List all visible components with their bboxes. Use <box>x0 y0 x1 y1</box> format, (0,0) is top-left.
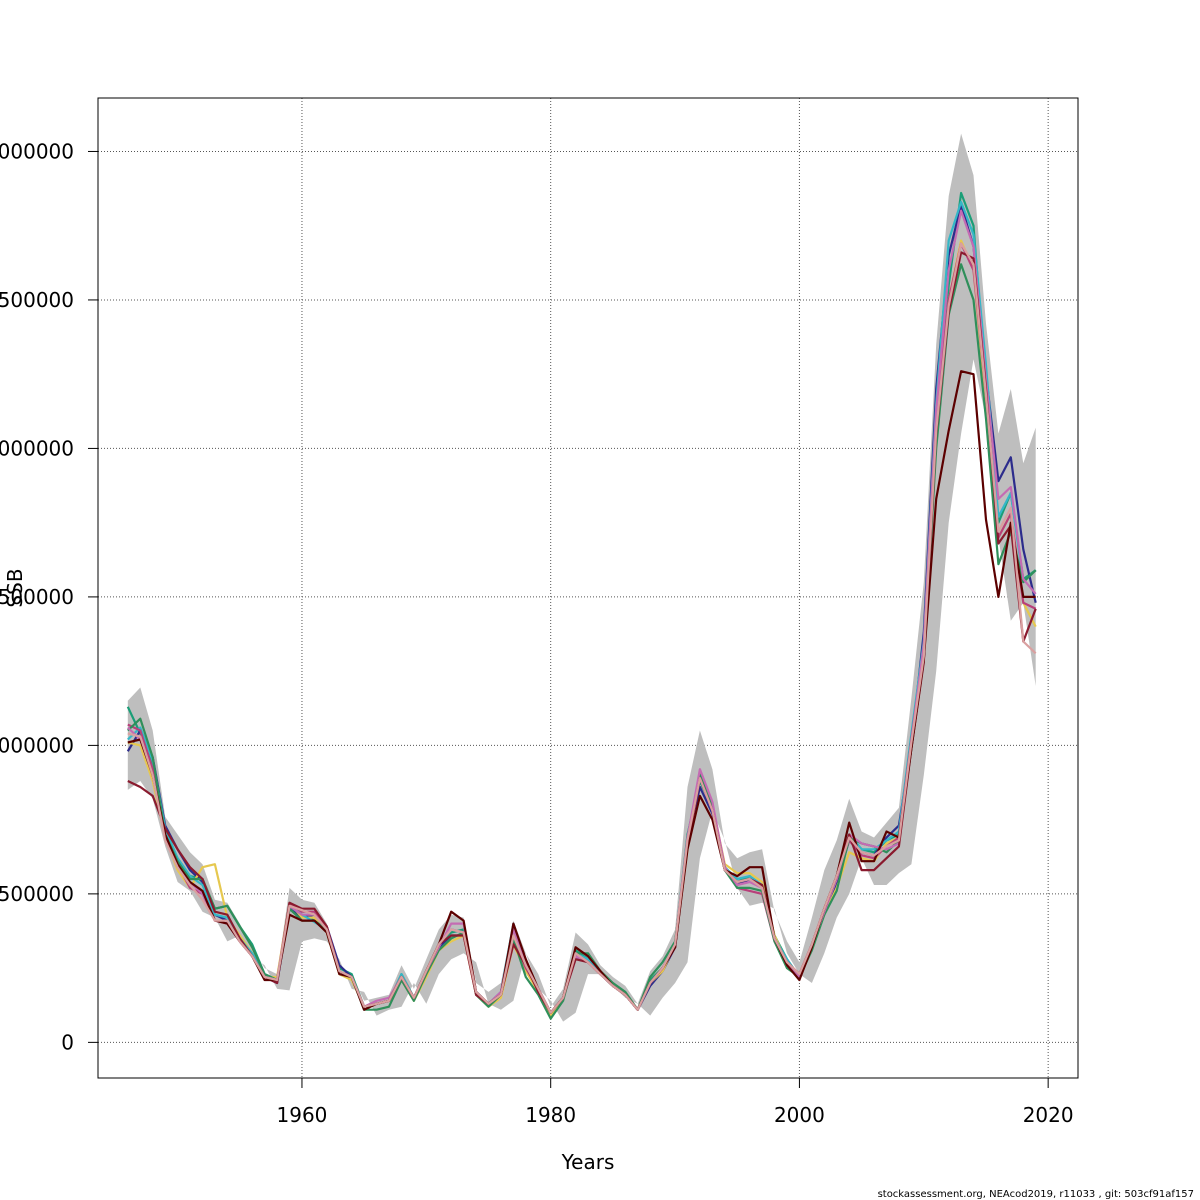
x-tick-label: 1980 <box>525 1103 576 1127</box>
y-tick-label: 2000000 <box>0 436 74 460</box>
x-axis-title: Years <box>561 1150 615 1174</box>
series-line-6 <box>127 263 1037 1020</box>
series-line-10 <box>127 242 1037 1014</box>
x-tick-label: 1960 <box>277 1103 328 1127</box>
series-line-2 <box>126 203 1037 1014</box>
series-line-3 <box>127 239 1037 1017</box>
plot-frame <box>97 97 1079 1079</box>
y-tick-label: 1000000 <box>0 733 74 757</box>
confidence-band <box>127 133 1036 1022</box>
y-axis-title: SSB <box>3 568 27 607</box>
series-line-1 <box>126 191 1037 1017</box>
x-axis: 1960 1980 2000 2020 <box>277 1078 1074 1127</box>
footer-credit: stockassessment.org, NEAcod2019, r11033 … <box>878 1189 1194 1200</box>
x-tick-label: 2000 <box>774 1103 825 1127</box>
y-tick-label: 1500000 <box>0 585 74 609</box>
y-axis: 0 500000 1000000 1500000 2000000 2500000 30000… <box>0 139 98 1054</box>
y-tick-label: 3000000 <box>0 139 74 163</box>
series-line-5 <box>127 242 1037 1014</box>
y-tick-label: 500000 <box>0 882 74 906</box>
series-line-7 <box>127 209 1037 1014</box>
series-lines <box>126 191 1037 1020</box>
series-line-9 <box>127 370 1036 1014</box>
y-tick-label: 2500000 <box>0 288 74 312</box>
y-tick-label: 0 <box>61 1030 74 1054</box>
series-line-4 <box>127 200 1037 1014</box>
series-line-8 <box>127 251 1037 1014</box>
x-tick-label: 2020 <box>1023 1103 1074 1127</box>
